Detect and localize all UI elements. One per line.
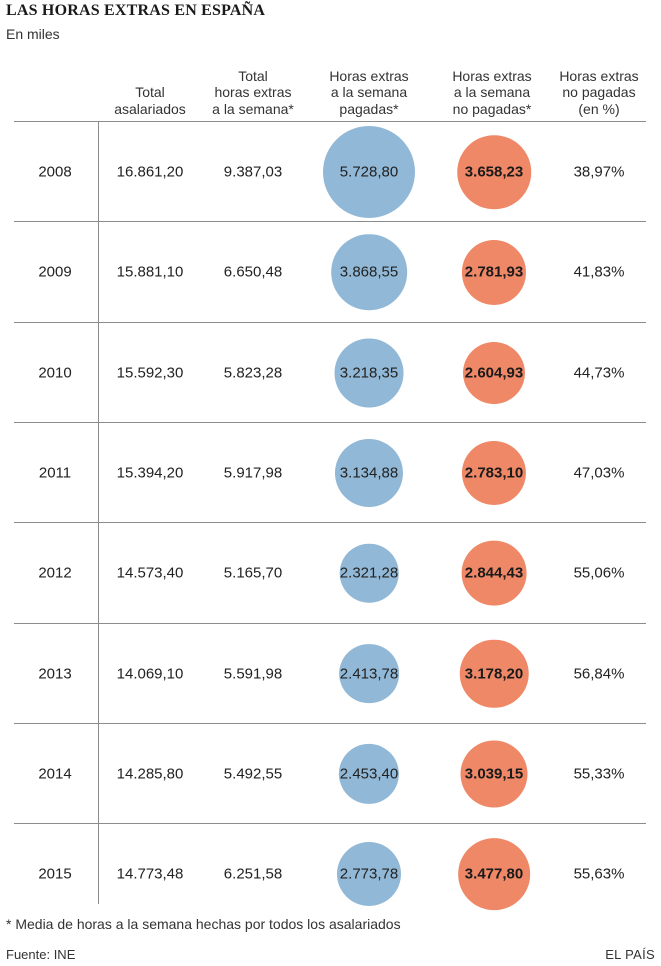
column-header-3: Horas extras a la semana pagadas* [329,68,408,118]
employees-cell: 16.861,20 [116,163,184,181]
unpaid-percent-cell: 38,97% [573,163,625,181]
employees-cell: 14.285,80 [116,765,184,783]
column-header-line: no pagadas [562,84,636,100]
column-header-line: Horas extras [329,67,409,84]
column-header-line: (en %) [578,100,620,117]
year-cell: 2014 [38,765,72,783]
row-divider [14,522,646,524]
year-cell: 2015 [38,865,72,883]
unpaid-value-label: 3.039,15 [464,765,524,783]
unpaid-percent-cell: 55,06% [573,564,625,582]
employees-cell: 14.573,40 [116,564,184,582]
total-overtime-cell: 5.917,98 [223,464,283,482]
paid-bubble [338,743,400,805]
column-header-2: Total horas extras a la semana* [212,68,294,118]
total-overtime-cell: 5.823,28 [223,364,283,382]
unpaid-value-label: 2.844,43 [464,564,524,582]
chart-title: LAS HORAS EXTRAS EN ESPAÑA [6,2,266,19]
paid-bubble [323,126,415,219]
employees-cell: 15.592,30 [116,364,184,382]
unpaid-bubble [461,540,527,606]
total-overtime-cell: 5.591,98 [223,665,283,683]
unpaid-percent-cell: 47,03% [573,464,625,482]
paid-value-label: 2.773,78 [339,865,399,883]
unpaid-bubble [459,639,529,708]
paid-bubble [336,842,402,907]
column-header-line: horas extras [214,84,292,100]
paid-bubble [331,234,407,311]
unpaid-percent-cell: 56,84% [573,665,625,683]
row-divider [14,823,646,825]
paid-value-label: 2.453,40 [339,765,399,783]
employees-cell: 14.773,48 [116,865,184,883]
column-header-line: Horas extras [452,67,532,84]
row-divider [14,221,646,223]
row-divider [14,121,646,122]
column-header-line: a la semana [330,84,408,100]
paid-value-label: 3.868,55 [339,263,399,281]
year-cell: 2010 [38,364,72,382]
column-header-line: pagadas* [339,100,399,117]
unpaid-value-label: 2.604,93 [464,364,524,382]
column-header-line: a la semana* [212,100,294,117]
unpaid-bubble [457,135,531,209]
unpaid-percent-cell: 44,73% [573,364,625,382]
year-cell: 2011 [38,464,72,482]
column-header-4: Horas extras a la semana no pagadas* [452,68,531,118]
unpaid-percent-cell: 55,33% [573,765,625,783]
chart-subtitle: En miles [6,26,60,42]
unpaid-bubble [460,740,528,808]
paid-value-label: 3.218,35 [339,364,399,382]
paid-value-label: 2.321,28 [339,564,399,582]
source-credit: Fuente: INE [6,947,76,962]
paid-bubble [339,643,399,704]
column-divider [98,121,99,904]
total-overtime-cell: 6.251,58 [223,865,283,883]
unpaid-value-label: 3.477,80 [464,865,524,883]
publisher-brand: EL PAÍS [605,947,655,962]
total-overtime-cell: 5.492,55 [223,765,283,783]
paid-bubble [334,338,404,408]
footnote: * Media de horas a la semana hechas por … [6,916,401,932]
column-header-line: asalariados [114,100,186,117]
unpaid-bubble [461,440,527,506]
column-header-1: Total asalariados [114,84,186,117]
unpaid-value-label: 3.178,20 [464,665,524,683]
unpaid-value-label: 2.783,10 [464,464,524,482]
row-divider [14,622,646,624]
unpaid-bubble [458,838,530,911]
total-overtime-cell: 9.387,03 [223,163,283,181]
column-header-line: Total [238,67,268,84]
row-divider [14,421,646,423]
employees-cell: 15.394,20 [116,464,184,482]
unpaid-bubble [461,240,527,305]
total-overtime-cell: 5.165,70 [223,564,283,582]
unpaid-percent-cell: 55,63% [573,865,625,883]
row-divider [14,722,646,724]
paid-value-label: 5.728,80 [339,163,399,181]
row-divider [14,321,646,323]
paid-value-label: 3.134,88 [339,464,399,482]
employees-cell: 15.881,10 [116,263,184,281]
paid-bubble [334,439,404,508]
unpaid-value-label: 3.658,23 [464,163,524,181]
column-header-line: no pagadas* [452,100,532,117]
column-header-5: Horas extras no pagadas (en %) [559,68,638,118]
unpaid-bubble [462,341,526,404]
year-cell: 2013 [38,665,72,683]
column-header-line: Horas extras [559,67,639,84]
employees-cell: 14.069,10 [116,665,184,683]
unpaid-percent-cell: 41,83% [573,263,625,281]
unpaid-value-label: 2.781,93 [464,263,524,281]
column-header-line: Total [135,84,165,100]
year-cell: 2012 [38,564,72,582]
year-cell: 2009 [38,263,72,281]
paid-bubble [339,544,399,603]
total-overtime-cell: 6.650,48 [223,263,283,281]
column-header-line: a la semana [453,84,531,100]
year-cell: 2008 [38,163,72,181]
paid-value-label: 2.413,78 [339,665,399,683]
